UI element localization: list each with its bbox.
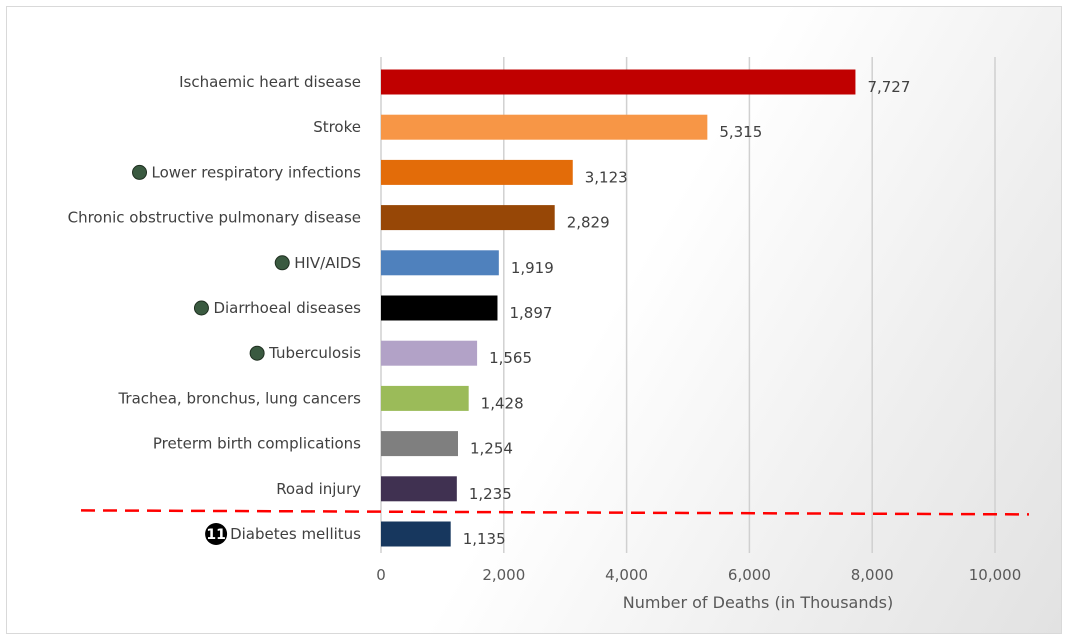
x-tick-label: 0 xyxy=(376,566,386,584)
bar xyxy=(381,69,856,95)
category-label: Lower respiratory infections xyxy=(152,163,362,181)
bar xyxy=(381,476,457,502)
x-tick-label: 10,000 xyxy=(969,566,1022,584)
category-label: Ischaemic heart disease xyxy=(179,73,361,91)
value-label: 1,897 xyxy=(509,304,552,322)
category-label: Diarrhoeal diseases xyxy=(213,299,361,317)
x-tick-label: 4,000 xyxy=(605,566,648,584)
bar xyxy=(381,114,708,140)
bar-chart: 0 2,000 4,000 6,000 8,000 10,000 Ischaemic hea… xyxy=(68,57,1030,612)
bar xyxy=(381,250,499,276)
rank-badge-text: 11 xyxy=(206,527,225,543)
category-label: Tuberculosis xyxy=(268,344,361,362)
bar xyxy=(381,340,478,366)
category-label: Stroke xyxy=(313,118,361,136)
bullet-dot-icon xyxy=(132,164,148,180)
bar xyxy=(381,205,555,231)
bar xyxy=(381,385,469,411)
x-tick-label: 2,000 xyxy=(482,566,525,584)
category-label: HIV/AIDS xyxy=(294,254,361,272)
value-label: 1,254 xyxy=(470,440,513,458)
bullet-dot-icon xyxy=(249,345,265,361)
bar xyxy=(381,159,573,185)
chart-frame: 0 2,000 4,000 6,000 8,000 10,000 Ischaemic hea… xyxy=(6,6,1062,634)
x-tick-label: 6,000 xyxy=(728,566,771,584)
category-label: Chronic obstructive pulmonary disease xyxy=(68,209,361,227)
value-label: 2,829 xyxy=(567,214,610,232)
category-label: Preterm birth complications xyxy=(153,435,361,453)
category-label: Road injury xyxy=(276,480,361,498)
bullet-dot-icon xyxy=(274,255,290,271)
value-label: 7,727 xyxy=(867,78,910,96)
cutoff-dashed-line xyxy=(80,509,1030,516)
x-tick-label: 8,000 xyxy=(851,566,894,584)
x-axis-title: Number of Deaths (in Thousands) xyxy=(623,593,893,612)
bar xyxy=(381,295,498,321)
value-label: 1,428 xyxy=(481,394,524,412)
category-label: Trachea, bronchus, lung cancers xyxy=(117,389,361,407)
bar xyxy=(381,431,458,457)
value-label: 3,123 xyxy=(585,168,628,186)
value-label: 1,135 xyxy=(463,530,506,548)
value-label: 1,235 xyxy=(469,485,512,503)
bullet-dot-icon xyxy=(193,300,209,316)
value-label: 1,565 xyxy=(489,349,532,367)
value-label: 5,315 xyxy=(719,123,762,141)
rank-badge-icon xyxy=(205,523,228,545)
category-label: Diabetes mellitus xyxy=(230,525,361,543)
value-label: 1,919 xyxy=(511,259,554,277)
bar xyxy=(381,521,451,547)
